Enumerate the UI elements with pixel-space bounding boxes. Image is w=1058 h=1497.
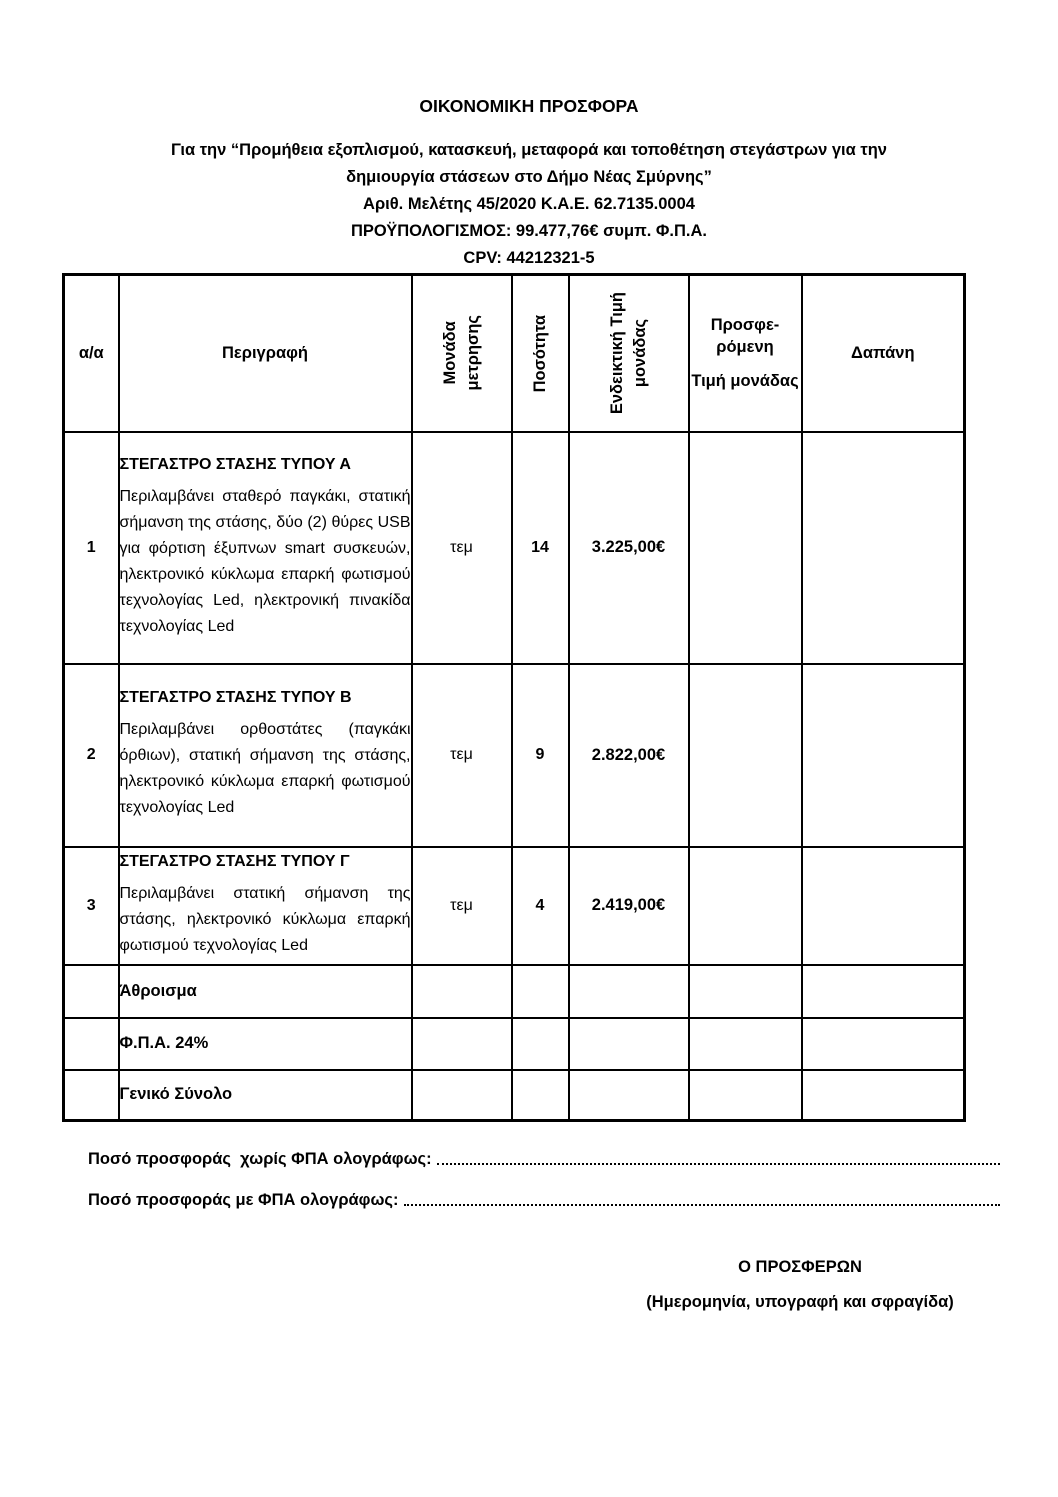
empty-cell bbox=[62, 963, 120, 1019]
indicative-price-cell: 3.225,00€ bbox=[567, 430, 690, 665]
table-row: 3 ΣΤΕΓΑΣΤΡΟ ΣΤΑΣΗΣ ΤΥΠΟΥ Γ Περιλαμβάνει … bbox=[62, 845, 966, 966]
empty-cell bbox=[567, 963, 690, 1019]
empty-cell bbox=[687, 963, 803, 1019]
col-header-unit: Μονάδα μετρησης bbox=[410, 273, 513, 433]
table-header-row: α/α Περιγραφή Μονάδα μετρησης Ποσότητα Ε… bbox=[62, 273, 966, 433]
unit-cell: τεμ bbox=[410, 662, 513, 848]
empty-cell bbox=[687, 1068, 803, 1122]
row-index-cell: 3 bbox=[62, 845, 120, 966]
empty-cell bbox=[567, 1016, 690, 1071]
description-cell: ΣΤΕΓΑΣΤΡΟ ΣΤΑΣΗΣ ΤΥΠΟΥ Β Περιλαμβάνει ορ… bbox=[117, 662, 413, 848]
col-header-indicative-price: Ενδεικτική Τιμή μονάδας bbox=[567, 273, 690, 433]
offered-price-cell bbox=[687, 845, 803, 966]
empty-cell bbox=[800, 1016, 966, 1071]
dotted-leader bbox=[403, 1204, 1000, 1206]
summary-row-total: Γενικό Σύνολο bbox=[62, 1068, 966, 1122]
empty-cell bbox=[410, 963, 513, 1019]
offer-table: α/α Περιγραφή Μονάδα μετρησης Ποσότητα Ε… bbox=[62, 273, 966, 1122]
empty-cell bbox=[567, 1068, 690, 1122]
summary-row-vat: Φ.Π.Α. 24% bbox=[62, 1016, 966, 1071]
col-header-cost: Δαπάνη bbox=[800, 273, 966, 433]
study-number-line: Αριθ. Μελέτης 45/2020 Κ.Α.Ε. 62.7135.000… bbox=[363, 195, 695, 213]
description-cell: ΣΤΕΓΑΣΤΡΟ ΣΤΑΣΗΣ ΤΥΠΟΥ Γ Περιλαμβάνει στ… bbox=[117, 845, 413, 966]
cost-cell bbox=[800, 662, 966, 848]
item-title: ΣΤΕΓΑΣΤΡΟ ΣΤΑΣΗΣ ΤΥΠΟΥ Γ bbox=[119, 852, 350, 870]
empty-cell bbox=[687, 1016, 803, 1071]
empty-cell bbox=[510, 963, 570, 1019]
summary-label-vat: Φ.Π.Α. 24% bbox=[117, 1016, 413, 1071]
quantity-cell: 14 bbox=[510, 430, 570, 665]
empty-cell bbox=[410, 1016, 513, 1071]
table-row: 2 ΣΤΕΓΑΣΤΡΟ ΣΤΑΣΗΣ ΤΥΠΟΥ Β Περιλαμβάνει … bbox=[62, 662, 966, 848]
amount-with-vat-label: Ποσό προσφοράς με ΦΠΑ ολογράφως: bbox=[88, 1191, 399, 1209]
cpv-line: CPV: 44212321-5 bbox=[463, 249, 595, 267]
document-subheader: Για την “Προμήθεια εξοπλισμού, κατασκευή… bbox=[89, 137, 969, 272]
subtitle-line-1: Για την “Προμήθεια εξοπλισμού, κατασκευή… bbox=[171, 141, 887, 159]
signature-block: Ο ΠΡΟΣΦΕΡΩΝ (Ημερομηνία, υπογραφή και σφ… bbox=[630, 1258, 970, 1312]
empty-cell bbox=[62, 1068, 120, 1122]
signer-subtitle: (Ημερομηνία, υπογραφή και σφραγίδα) bbox=[646, 1293, 954, 1311]
summary-label-total: Γενικό Σύνολο bbox=[117, 1068, 413, 1122]
col-header-offered-price: Προσφε-ρόμενη Τιμή μονάδας bbox=[687, 273, 803, 433]
empty-cell bbox=[510, 1068, 570, 1122]
empty-cell bbox=[800, 1068, 966, 1122]
unit-cell: τεμ bbox=[410, 845, 513, 966]
empty-cell bbox=[62, 1016, 120, 1071]
col-header-quantity: Ποσότητα bbox=[510, 273, 570, 433]
col-header-index: α/α bbox=[62, 273, 120, 433]
offered-price-cell bbox=[687, 662, 803, 848]
quantity-cell: 9 bbox=[510, 662, 570, 848]
empty-cell bbox=[410, 1068, 513, 1122]
amount-with-vat-line: Ποσό προσφοράς με ΦΠΑ ολογράφως: bbox=[88, 1191, 1000, 1210]
dotted-leader bbox=[436, 1163, 1000, 1165]
empty-cell bbox=[800, 963, 966, 1019]
empty-cell bbox=[510, 1016, 570, 1071]
cost-cell bbox=[800, 845, 966, 966]
indicative-price-cell: 2.822,00€ bbox=[567, 662, 690, 848]
indicative-price-cell: 2.419,00€ bbox=[567, 845, 690, 966]
summary-row-sum: Άθροισμα bbox=[62, 963, 966, 1019]
description-cell: ΣΤΕΓΑΣΤΡΟ ΣΤΑΣΗΣ ΤΥΠΟΥ Α Περιλαμβάνει στ… bbox=[117, 430, 413, 665]
row-index-cell: 1 bbox=[62, 430, 120, 665]
summary-label-sum: Άθροισμα bbox=[117, 963, 413, 1019]
quantity-cell: 4 bbox=[510, 845, 570, 966]
cost-cell bbox=[800, 430, 966, 665]
amount-without-vat-label: Ποσό προσφοράς χωρίς ΦΠΑ ολογράφως: bbox=[88, 1150, 432, 1168]
page-title: ΟΙΚΟΝΟΜΙΚΗ ΠΡΟΣΦΟΡΑ bbox=[419, 96, 639, 116]
item-description: Περιλαμβάνει ορθοστάτες (παγκάκι όρθιων)… bbox=[119, 721, 411, 816]
item-description: Περιλαμβάνει σταθερό παγκάκι, στατική σή… bbox=[119, 487, 411, 635]
subtitle-line-2: δημιουργία στάσεων στο Δήμο Νέας Σμύρνης… bbox=[346, 168, 712, 186]
amount-without-vat-line: Ποσό προσφοράς χωρίς ΦΠΑ ολογράφως: bbox=[88, 1150, 1000, 1169]
item-title: ΣΤΕΓΑΣΤΡΟ ΣΤΑΣΗΣ ΤΥΠΟΥ Α bbox=[119, 455, 351, 473]
unit-cell: τεμ bbox=[410, 430, 513, 665]
item-description: Περιλαμβάνει στατική σήμανση της στάσης,… bbox=[119, 884, 411, 954]
item-title: ΣΤΕΓΑΣΤΡΟ ΣΤΑΣΗΣ ΤΥΠΟΥ Β bbox=[119, 689, 352, 706]
row-index-cell: 2 bbox=[62, 662, 120, 848]
table-row: 1 ΣΤΕΓΑΣΤΡΟ ΣΤΑΣΗΣ ΤΥΠΟΥ Α Περιλαμβάνει … bbox=[62, 430, 966, 665]
offered-price-cell bbox=[687, 430, 803, 665]
col-header-description: Περιγραφή bbox=[117, 273, 413, 433]
budget-line: ΠΡΟΫΠΟΛΟΓΙΣΜΟΣ: 99.477,76€ συμπ. Φ.Π.Α. bbox=[350, 222, 708, 240]
signer-title: Ο ΠΡΟΣΦΕΡΩΝ bbox=[738, 1258, 862, 1276]
